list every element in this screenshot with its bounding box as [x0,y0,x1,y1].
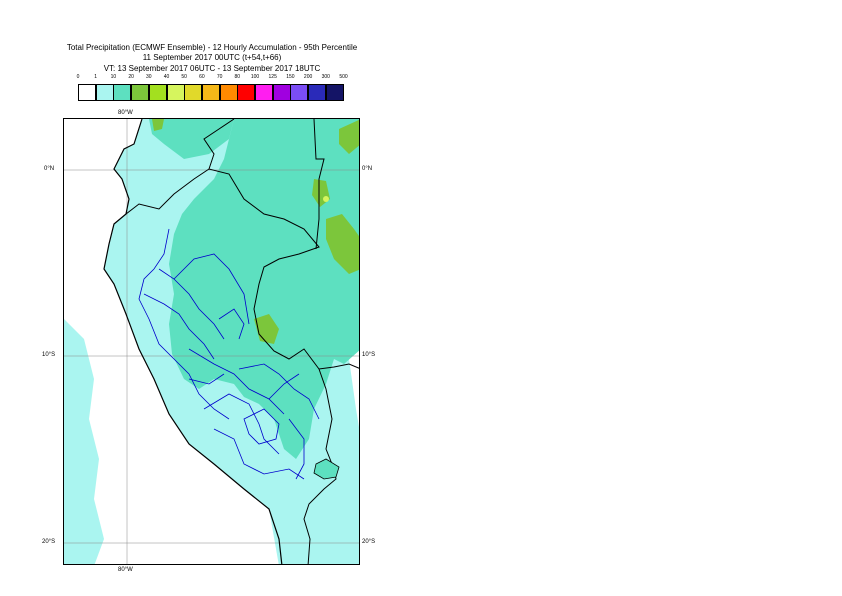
color-legend: 0 1 10 20 30 40 50 60 70 80 100 125 150 200 300 500 [76,74,348,104]
legend-swatch [219,84,238,101]
legend-label: 80 [234,74,241,80]
regional-borders [138,228,320,480]
precipitation-map [63,118,360,565]
lon-label-top: 80°W [118,110,133,116]
base-time: 11 September 2017 00UTC (t+54,t+66) [142,53,282,62]
light-precip-ocean [64,319,104,564]
legend-label: 150 [286,74,295,80]
legend-label: 1 [94,74,98,80]
legend-swatch [325,84,344,101]
heavy-precip-patch-east [326,214,359,274]
country-border-east [303,119,337,564]
legend-label: 125 [268,74,277,80]
legend-swatch [255,84,273,101]
legend-swatch [290,84,309,101]
legend-label: 50 [181,74,187,80]
legend-label: 500 [339,74,348,80]
lat-label-10-right: 10°S [362,352,376,358]
legend-label: 40 [163,74,170,80]
legend-label: 100 [250,74,260,80]
legend-swatch [131,84,150,101]
legend-label: 10 [110,74,117,80]
lat-label-10-left: 10°S [42,352,56,358]
legend-swatch [113,84,132,101]
legend-swatch [166,84,185,101]
map-title: Total Precipitation (ECMWF Ensemble) - 1… [66,43,358,52]
lat-label-0-right: 0°N [362,166,373,172]
legend-label: 20 [128,74,134,80]
moderate-precip-north [149,119,234,159]
lon-label-bottom: 80°W [118,567,133,573]
legend-swatch [201,84,220,101]
country-border-small [203,119,235,170]
coastline [103,119,283,564]
legend-swatch [272,84,291,101]
legend-label: 60 [199,74,205,80]
legend-label: 300 [321,74,330,80]
legend-label: 70 [216,74,223,80]
lat-label-20-left: 20°S [42,539,56,545]
map-canvas [64,119,359,564]
heavy-precip-patch-nw [152,119,164,131]
heavy-precip-patch-center [254,314,279,344]
legend-label: 0 [76,74,80,80]
country-border-north [125,168,359,370]
legend-swatch [78,84,96,101]
moderate-precip-area [169,119,359,459]
lat-label-20-right: 20°S [362,539,376,545]
legend-label: 200 [303,74,313,80]
lat-label-0-left: 0°N [44,166,55,172]
legend-swatch [184,84,203,101]
legend-swatch [148,84,167,101]
peak-precip-spot [323,196,329,202]
valid-time: VT: 13 September 2017 06UTC - 13 Septemb… [103,64,321,73]
legend-swatch [308,84,327,101]
legend-label: 30 [146,74,152,80]
legend-swatch [237,84,256,101]
lake-titicaca [313,458,340,480]
heavy-precip-patch-ne [339,119,359,154]
legend-swatch [95,84,114,101]
